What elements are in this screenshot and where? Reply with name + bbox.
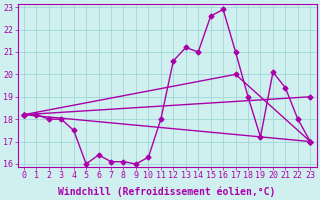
X-axis label: Windchill (Refroidissement éolien,°C): Windchill (Refroidissement éolien,°C) [58, 186, 276, 197]
